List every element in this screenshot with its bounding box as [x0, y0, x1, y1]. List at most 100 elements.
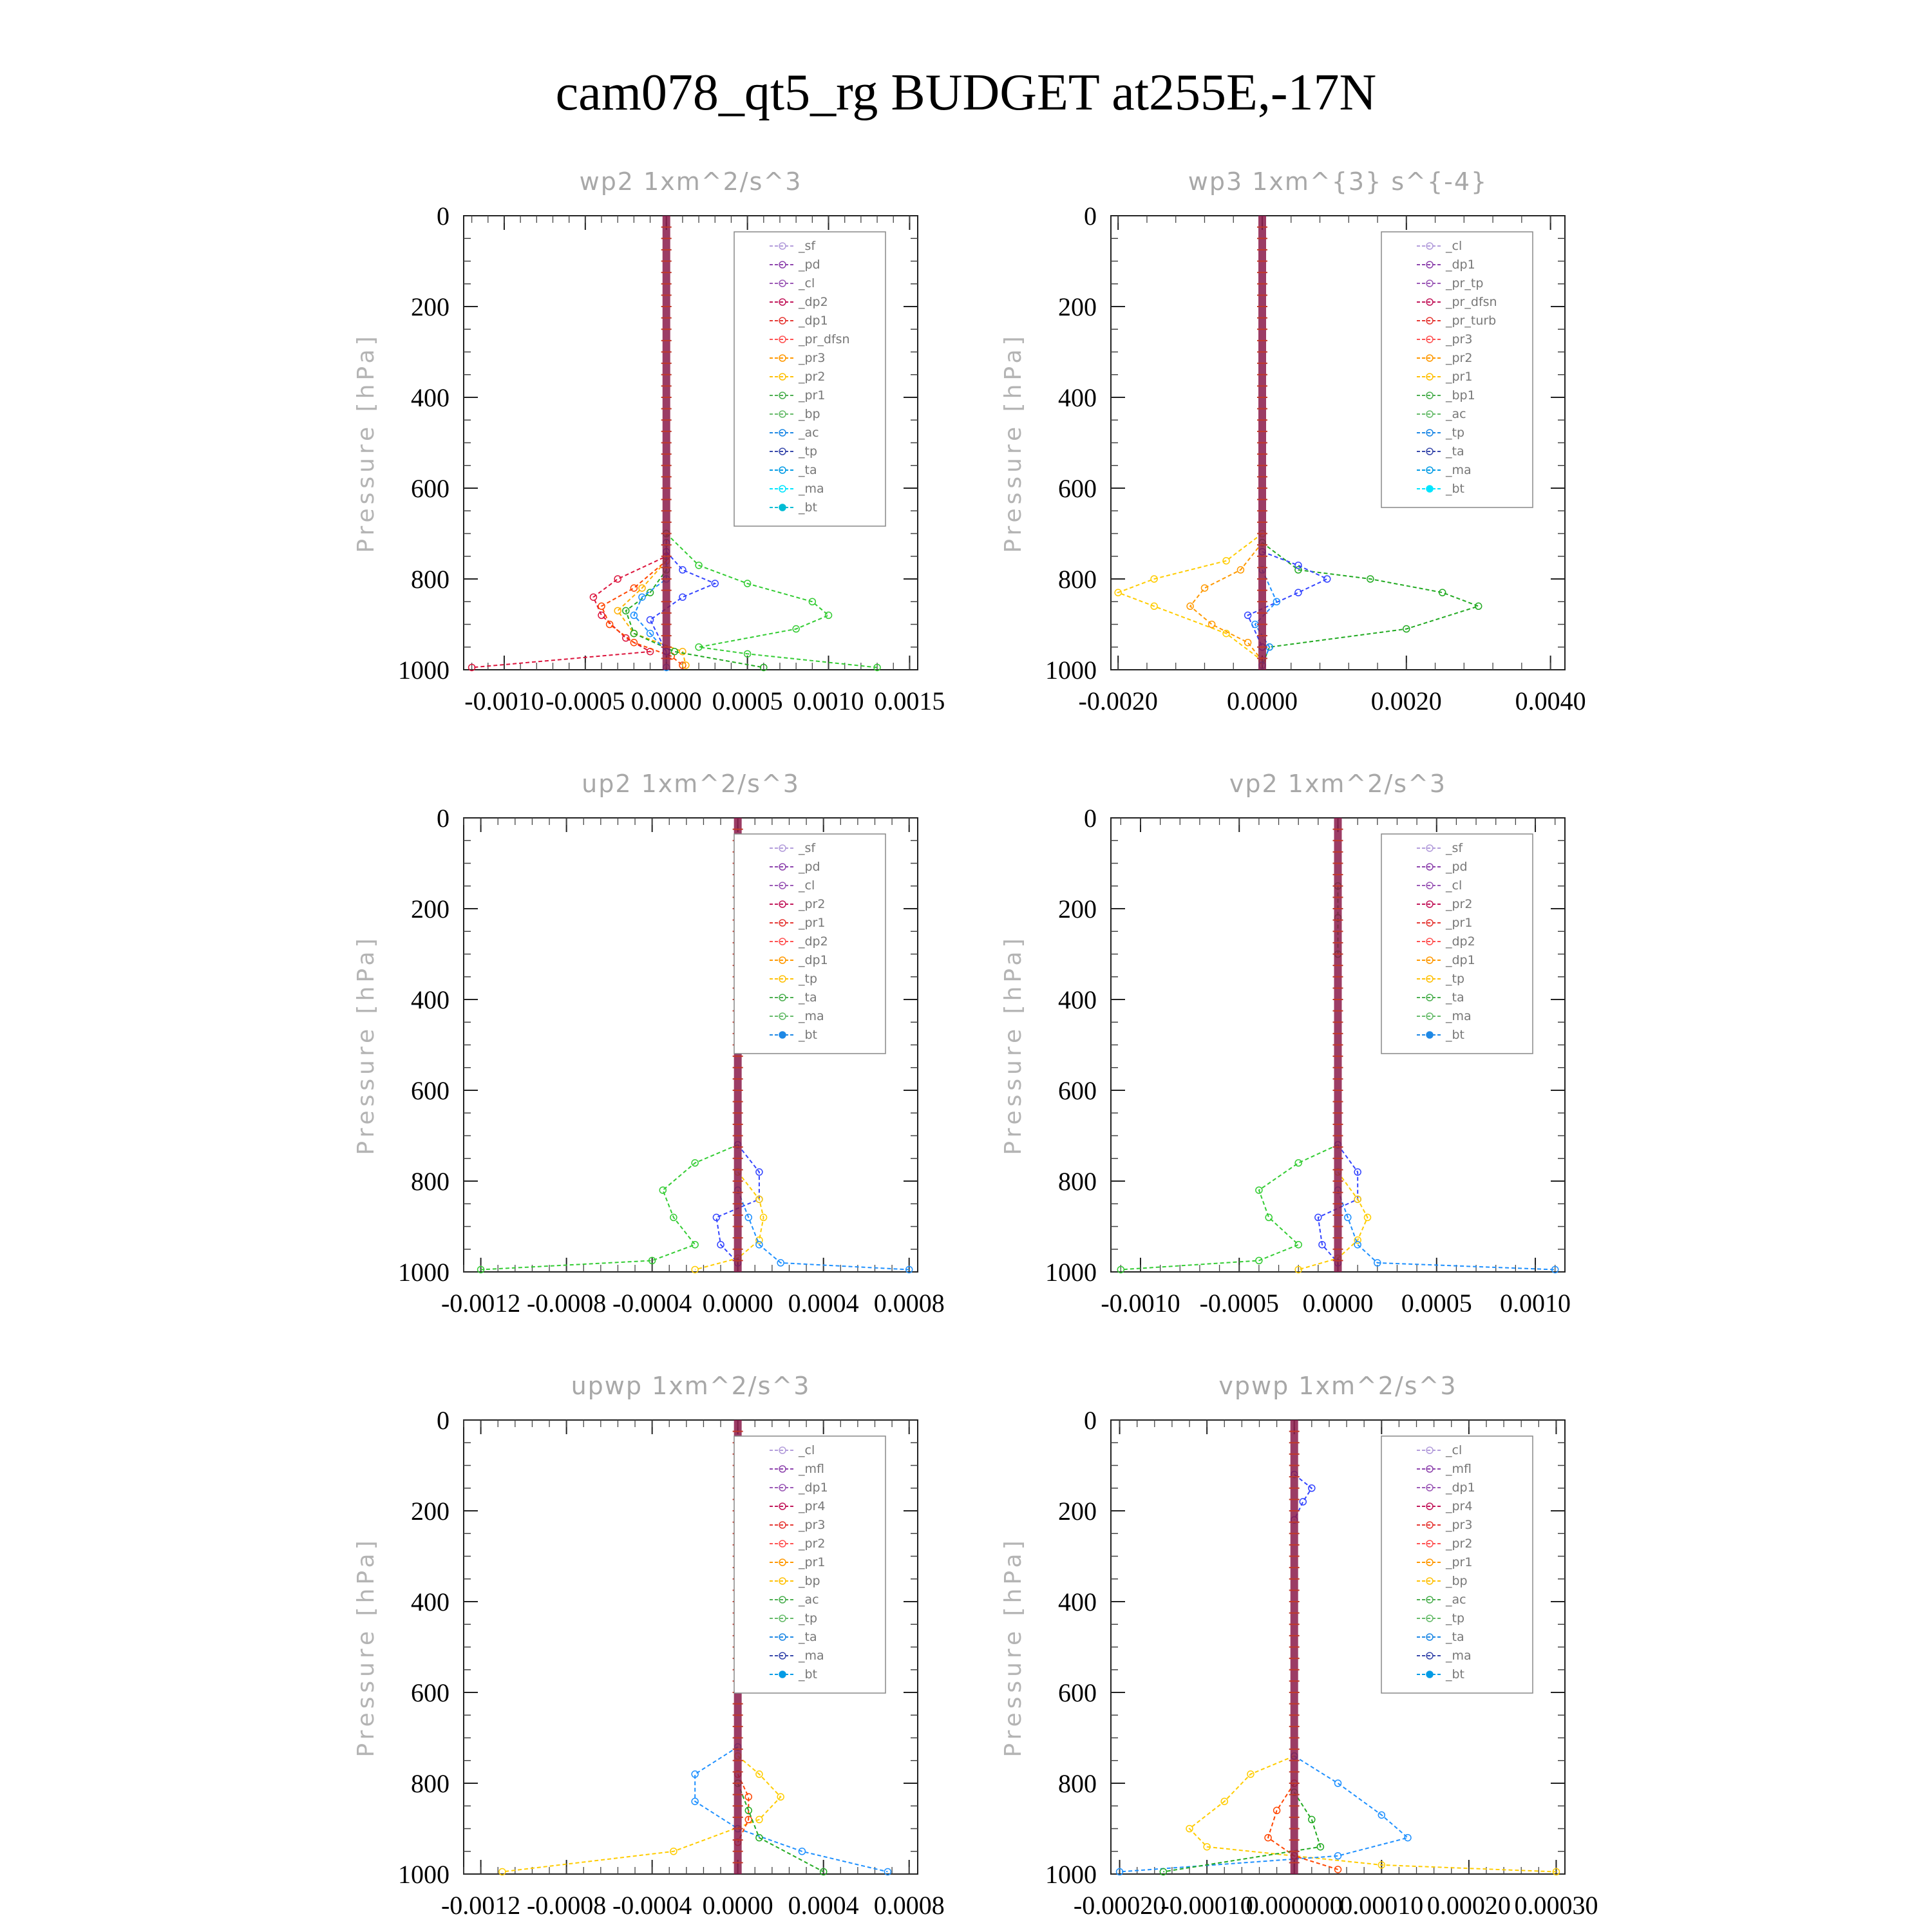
- series-line: [471, 533, 667, 668]
- data-point: [670, 1848, 677, 1855]
- legend-marker: [1426, 485, 1434, 493]
- data-point: [755, 1770, 763, 1778]
- data-point: [755, 1168, 763, 1176]
- legend-entry: _bp: [798, 407, 820, 421]
- legend-entry: _tp: [798, 444, 817, 459]
- data-point: [1247, 1770, 1255, 1778]
- chart-panel-2: wp3 1xm^{3} s^{-4} Pressure [hPa] 0 200 400 6…: [1000, 167, 1586, 715]
- legend-entry: _bp: [798, 1574, 820, 1588]
- series-line: [1121, 1144, 1338, 1271]
- data-point: [1255, 1186, 1263, 1194]
- data-point: [1403, 625, 1410, 633]
- x-tick-label: 0.0010: [1500, 1289, 1571, 1318]
- legend-marker: [1426, 1577, 1434, 1585]
- data-point: [1314, 1213, 1322, 1222]
- data-point: [808, 598, 817, 605]
- y-axis-label: Pressure [hPa]: [1000, 1537, 1027, 1757]
- data-point: [1150, 575, 1158, 583]
- legend-marker: [779, 1540, 786, 1548]
- y-tick-label: 1000: [1045, 1258, 1097, 1287]
- y-tick-label: 200: [1058, 895, 1097, 923]
- series-line: [737, 1189, 909, 1271]
- data-point: [598, 602, 605, 611]
- series-line: [1163, 1792, 1321, 1873]
- legend-marker: [779, 1446, 786, 1454]
- legend-marker: [779, 392, 786, 399]
- legend-marker: [1426, 373, 1434, 381]
- legend-marker: [779, 844, 786, 852]
- legend-marker: [779, 956, 786, 964]
- legend-entry: _ta: [1445, 1630, 1464, 1644]
- legend-marker: [1426, 863, 1434, 871]
- y-tick-label: 1000: [398, 656, 450, 685]
- legend-marker: [779, 994, 786, 1001]
- data-point: [743, 650, 752, 658]
- data-point: [760, 663, 768, 672]
- legend-marker: [779, 279, 786, 287]
- x-tick-label: 0.0005: [712, 687, 783, 715]
- legend-entry: _pr2: [798, 1537, 825, 1551]
- data-point: [1186, 1824, 1193, 1833]
- data-point: [691, 1265, 699, 1274]
- y-tick-label: 800: [1058, 565, 1097, 594]
- legend-entry: _tp: [1445, 972, 1464, 986]
- series-line: [737, 1774, 750, 1843]
- series-line: [616, 542, 687, 666]
- legend-marker: [779, 1577, 786, 1585]
- legend-entry: _pd: [798, 258, 820, 272]
- legend-entry: _dp1: [798, 1481, 828, 1495]
- legend-marker: [1426, 900, 1434, 908]
- data-point: [1203, 1842, 1211, 1851]
- panel-title: up2 1xm^2/s^3: [582, 770, 800, 798]
- legend-entry: _ma: [798, 1009, 824, 1023]
- data-point: [1334, 1779, 1342, 1787]
- y-tick-label: 200: [1058, 1497, 1097, 1526]
- panel-title: upwp 1xm^2/s^3: [571, 1372, 811, 1400]
- y-tick-label: 400: [1058, 383, 1097, 412]
- y-axis-label: Pressure [hPa]: [353, 934, 379, 1155]
- legend-marker: [1426, 336, 1434, 343]
- legend-marker: [779, 1596, 786, 1604]
- x-tick-label: 0.0000: [631, 687, 702, 715]
- legend-marker: [1426, 317, 1434, 325]
- data-point: [819, 1868, 828, 1876]
- data-point: [679, 648, 687, 656]
- data-point: [605, 620, 614, 629]
- chart-panel-1: wp2 1xm^2/s^3 Pressure [hPa] 0 200 400 600 800…: [353, 167, 945, 715]
- legend-entry: _bp1: [1445, 388, 1475, 402]
- data-point: [1294, 1159, 1302, 1167]
- legend-entry: _dp2: [1445, 934, 1475, 949]
- y-axis-label: Pressure [hPa]: [1000, 934, 1027, 1155]
- legend-marker: [1426, 1484, 1434, 1492]
- data-point: [670, 1213, 677, 1222]
- legend-marker: [1426, 994, 1434, 1001]
- y-tick-label: 400: [1058, 1587, 1097, 1616]
- x-tick-label: -0.0020: [1079, 687, 1158, 715]
- series-line: [694, 1746, 888, 1873]
- series-line: [1298, 1171, 1368, 1271]
- series-line: [737, 1783, 824, 1873]
- legend-entry: _ta: [1445, 444, 1464, 459]
- legend-marker: [1426, 1465, 1434, 1473]
- legend-entry: _cl: [798, 276, 815, 290]
- series-line: [1262, 542, 1481, 666]
- legend-marker: [779, 466, 786, 474]
- legend-entry: _dp1: [1445, 953, 1475, 967]
- legend-entry: _cl: [1445, 239, 1462, 253]
- legend-entry: _bp: [1445, 1574, 1468, 1588]
- x-tick-label: -0.00020: [1074, 1891, 1166, 1920]
- legend-entry: _bt: [798, 500, 817, 515]
- legend-marker: [1426, 261, 1434, 269]
- legend-entry: _ma: [798, 1649, 824, 1663]
- data-point: [1294, 589, 1302, 596]
- data-point: [798, 1848, 806, 1855]
- legend-entry: _dp2: [798, 295, 828, 309]
- x-tick-label: -0.0005: [545, 687, 625, 715]
- legend-entry: _sf: [798, 841, 816, 855]
- y-tick-label: 200: [411, 292, 450, 321]
- x-tick-label: -0.0008: [527, 1891, 606, 1920]
- legend-marker: [1426, 956, 1434, 964]
- data-point: [695, 562, 703, 569]
- y-axis-label: Pressure [hPa]: [353, 332, 379, 553]
- panel-title: wp2 1xm^2/s^3: [580, 167, 802, 196]
